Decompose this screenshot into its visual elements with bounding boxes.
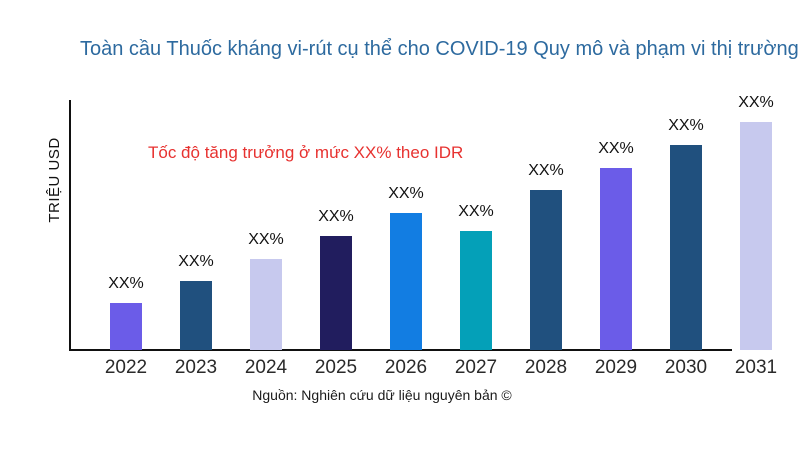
bar-value-label-2026: XX% — [388, 185, 424, 202]
x-tick-label-2023: 2023 — [174, 357, 218, 378]
growth-rate-annotation: Tốc độ tăng trưởng ở mức XX% theo IDR — [148, 143, 464, 162]
bar-value-label-2025: XX% — [318, 208, 354, 225]
x-tick-label-2029: 2029 — [594, 357, 638, 378]
bar-2028 — [530, 190, 562, 350]
bar-value-label-2029: XX% — [598, 140, 634, 157]
x-tick-label-2024: 2024 — [244, 357, 288, 378]
bar-2026 — [390, 213, 422, 350]
x-tick-label-2026: 2026 — [384, 357, 428, 378]
x-tick-label-2022: 2022 — [104, 357, 148, 378]
bar-value-label-2023: XX% — [178, 253, 214, 270]
source-note: Nguồn: Nghiên cứu dữ liệu nguyên bản © — [252, 387, 512, 403]
bar-value-label-2027: XX% — [458, 203, 494, 220]
bar-2031 — [740, 122, 772, 350]
x-tick-label-2030: 2030 — [664, 357, 708, 378]
bar-value-label-2024: XX% — [248, 231, 284, 248]
x-tick-label-2031: 2031 — [734, 357, 778, 378]
bar-2022 — [110, 303, 142, 350]
x-tick-label-2028: 2028 — [524, 357, 568, 378]
bar-2030 — [670, 145, 702, 350]
bar-value-label-2028: XX% — [528, 162, 564, 179]
chart-title: Toàn cầu Thuốc kháng vi-rút cụ thể cho C… — [80, 38, 799, 60]
bar-value-label-2030: XX% — [668, 117, 704, 134]
x-tick-label-2025: 2025 — [314, 357, 358, 378]
bar-2024 — [250, 259, 282, 350]
bar-2029 — [600, 168, 632, 350]
bar-value-label-2031: XX% — [738, 94, 774, 111]
x-axis-line — [69, 349, 732, 351]
bar-value-label-2022: XX% — [108, 275, 144, 292]
bar-2023 — [180, 281, 212, 350]
y-axis-line — [69, 100, 71, 351]
bar-2025 — [320, 236, 352, 350]
x-tick-label-2027: 2027 — [454, 357, 498, 378]
bar-2027 — [460, 231, 492, 350]
